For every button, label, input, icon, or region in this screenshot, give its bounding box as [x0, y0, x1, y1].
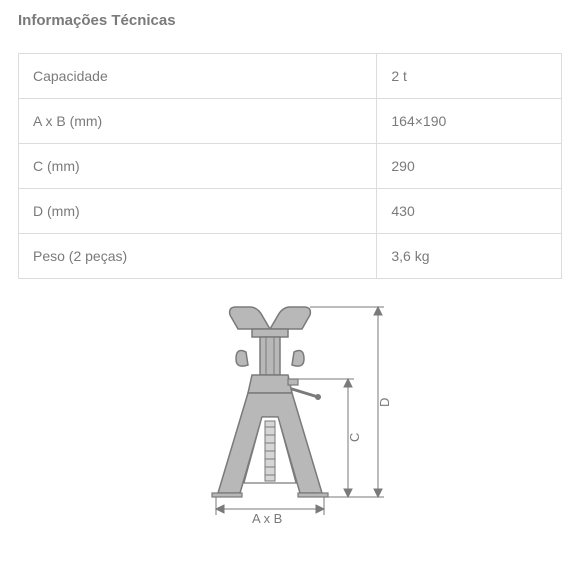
dim-D: [310, 307, 384, 497]
column: [260, 337, 280, 375]
spec-label: Peso (2 peças): [19, 234, 377, 279]
spec-label: A x B (mm): [19, 99, 377, 144]
spec-value: 2 t: [377, 54, 562, 99]
table-row: Capacidade2 t: [19, 54, 562, 99]
foot-right: [298, 493, 328, 497]
wing-right: [292, 351, 304, 367]
spec-label: C (mm): [19, 144, 377, 189]
dim-C-label: C: [347, 433, 362, 442]
spec-label: D (mm): [19, 189, 377, 234]
jack-stand-diagram: D C A x B: [140, 297, 440, 527]
diagram-container: D C A x B: [18, 297, 562, 527]
ratchet-teeth: [265, 421, 275, 481]
spec-label: Capacidade: [19, 54, 377, 99]
dim-AxB-label: A x B: [252, 511, 282, 526]
saddle: [230, 307, 311, 329]
table-row: Peso (2 peças)3,6 kg: [19, 234, 562, 279]
specs-table-body: Capacidade2 tA x B (mm)164×190C (mm)290D…: [19, 54, 562, 279]
foot-left: [212, 493, 242, 497]
ratchet-housing: [248, 375, 292, 393]
table-row: A x B (mm)164×190: [19, 99, 562, 144]
spec-value: 164×190: [377, 99, 562, 144]
wing-left: [236, 351, 248, 367]
spec-value: 430: [377, 189, 562, 234]
table-row: D (mm)430: [19, 189, 562, 234]
collar-top: [252, 329, 288, 337]
dim-D-label: D: [377, 398, 392, 407]
spec-value: 3,6 kg: [377, 234, 562, 279]
pawl-stub: [288, 379, 298, 385]
section-title: Informações Técnicas: [18, 12, 562, 29]
spec-value: 290: [377, 144, 562, 189]
release-pin: [292, 389, 318, 397]
specs-table: Capacidade2 tA x B (mm)164×190C (mm)290D…: [18, 53, 562, 279]
table-row: C (mm)290: [19, 144, 562, 189]
